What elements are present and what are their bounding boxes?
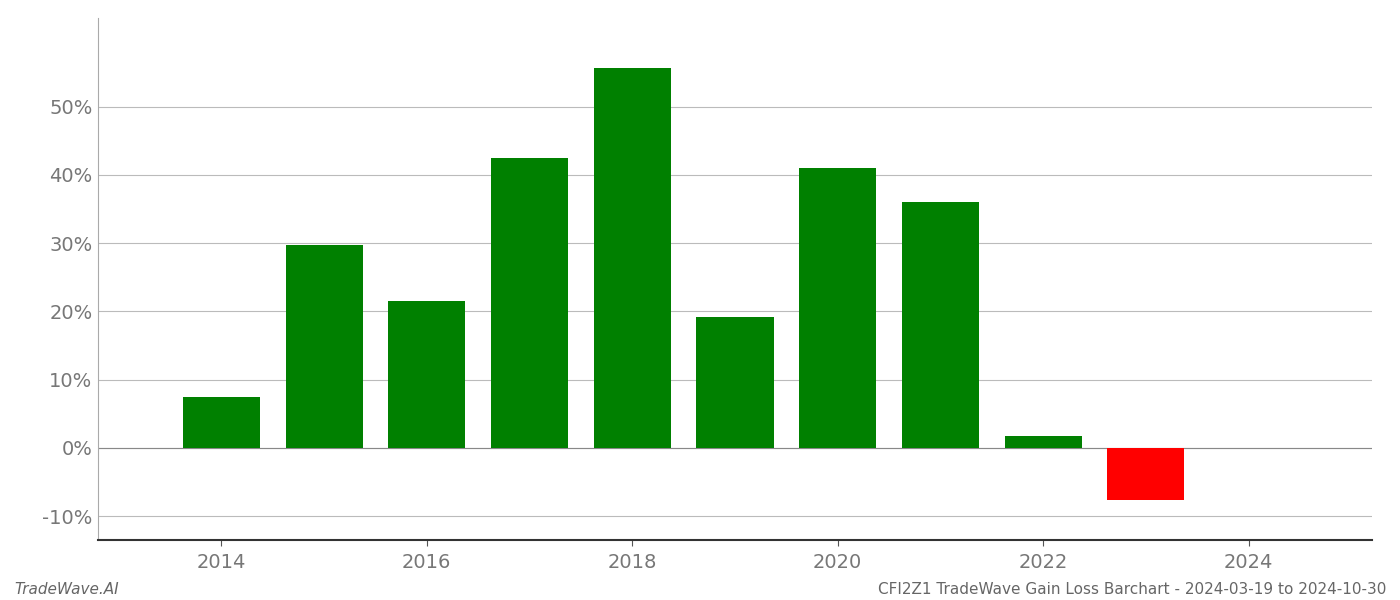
Bar <box>902 202 979 448</box>
Bar <box>1107 448 1184 500</box>
Bar <box>1005 436 1082 448</box>
Bar <box>183 397 260 448</box>
Bar <box>388 301 465 448</box>
Bar <box>594 68 671 448</box>
Bar <box>696 317 774 448</box>
Text: TradeWave.AI: TradeWave.AI <box>14 582 119 597</box>
Text: CFI2Z1 TradeWave Gain Loss Barchart - 2024-03-19 to 2024-10-30: CFI2Z1 TradeWave Gain Loss Barchart - 20… <box>878 582 1386 597</box>
Bar <box>491 158 568 448</box>
Bar <box>799 168 876 448</box>
Bar <box>286 245 363 448</box>
